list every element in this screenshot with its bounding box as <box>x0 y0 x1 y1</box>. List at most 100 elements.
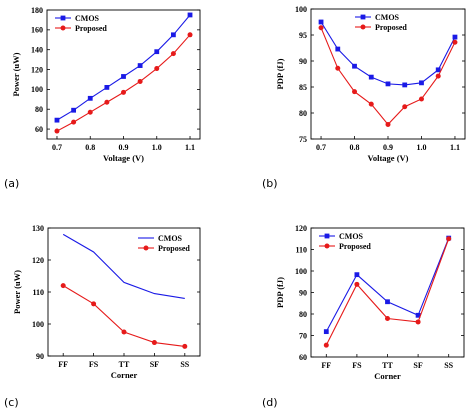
y-tick-label: 160 <box>31 26 43 35</box>
x-tick-label: 0.9 <box>119 143 129 152</box>
chart-panel-c: 90 100 110 120 130 FF FS TT SF SS Corner Power (uW)… <box>4 224 201 409</box>
legend-marker <box>360 14 366 20</box>
legend-marker <box>360 24 366 30</box>
legend-label: CMOS <box>158 234 183 243</box>
data-point-cmos <box>87 95 93 101</box>
data-point-proposed <box>335 65 341 71</box>
legend-marker <box>324 243 330 249</box>
x-tick-label: SF <box>413 361 422 370</box>
legend-label: CMOS <box>339 232 364 241</box>
data-point-cmos <box>137 63 143 68</box>
panel-label: (c) <box>4 396 19 409</box>
x-tick-label: FS <box>352 361 362 370</box>
legend-label: Proposed <box>75 24 107 33</box>
y-tick-label: 80 <box>299 109 307 118</box>
x-tick-label: 0.9 <box>383 143 393 152</box>
x-tick-label: 1.0 <box>152 143 162 152</box>
data-point-cmos <box>385 299 390 305</box>
y-tick-label: 100 <box>295 5 307 14</box>
data-point-proposed <box>435 73 441 79</box>
chart-panel-a: 60 80 100 120 140 160 180 0.7 0.8 0.9 1.0 1.1 Voltag… <box>4 6 201 190</box>
series-line-proposed <box>325 238 450 346</box>
panel-label: (d) <box>262 396 278 409</box>
y-tick-label: 110 <box>32 288 44 297</box>
y-axis-label: Power (uW) <box>11 52 21 96</box>
data-point-cmos <box>452 34 458 40</box>
y-tick-label: 85 <box>299 83 307 92</box>
x-tick-label: 0.8 <box>350 143 360 152</box>
chart-panel-b: 75 80 85 90 95 100 0.7 0.8 0.9 1.0 1.1 Voltage (V) P… <box>262 5 466 190</box>
y-axis-label: PDP (fJ) <box>275 58 285 89</box>
x-axis-label: Corner <box>111 370 138 380</box>
series-line-proposed <box>320 27 456 126</box>
data-point-proposed <box>151 340 157 346</box>
data-point-proposed <box>318 25 324 31</box>
data-point-proposed <box>452 39 458 45</box>
legend-marker <box>60 15 66 21</box>
data-point-proposed <box>170 51 176 57</box>
legend-marker <box>60 25 66 31</box>
x-tick-label: 0.7 <box>52 143 62 152</box>
data-point-cmos <box>419 80 424 86</box>
legend-label: CMOS <box>75 14 100 23</box>
data-point-proposed <box>104 99 110 105</box>
x-tick-label: FF <box>58 360 68 369</box>
data-point-cmos <box>415 312 421 318</box>
y-tick-label: 80 <box>35 105 43 114</box>
y-tick-label: 100 <box>31 85 43 94</box>
data-point-cmos <box>121 74 126 79</box>
data-point-proposed <box>415 319 421 325</box>
y-axis-label: PDP (fJ) <box>275 277 285 308</box>
data-point-proposed <box>446 236 452 242</box>
x-tick-label: FF <box>321 361 331 370</box>
y-tick-label: 120 <box>31 65 43 74</box>
x-tick-label: 0.8 <box>85 143 95 152</box>
data-point-proposed <box>91 301 97 307</box>
data-point-cmos <box>318 19 324 25</box>
series-line-proposed <box>62 285 185 347</box>
series-line-proposed <box>56 34 191 132</box>
plot-frame <box>310 227 465 358</box>
panel-label: (a) <box>4 177 19 190</box>
legend-marker <box>143 245 149 251</box>
data-point-proposed <box>323 342 329 348</box>
data-point-cmos <box>385 81 391 87</box>
x-tick-label: 1.1 <box>185 143 195 152</box>
data-point-proposed <box>137 78 143 84</box>
y-tick-label: 180 <box>31 6 43 15</box>
legend-label: CMOS <box>375 13 400 22</box>
y-tick-label: 60 <box>299 353 307 362</box>
data-point-cmos <box>354 272 360 278</box>
data-point-cmos <box>435 67 441 73</box>
x-tick-label: FS <box>89 360 99 369</box>
y-tick-label: 60 <box>35 125 43 134</box>
y-tick-label: 130 <box>32 224 44 233</box>
series-line-cmos <box>62 233 185 299</box>
data-point-cmos <box>368 74 374 80</box>
data-point-proposed <box>385 316 390 322</box>
data-point-cmos <box>71 107 77 113</box>
data-point-proposed <box>121 329 127 335</box>
y-tick-label: 80 <box>299 310 307 319</box>
data-point-cmos <box>170 32 176 38</box>
data-point-proposed <box>402 104 408 110</box>
legend-label: Proposed <box>339 242 371 251</box>
y-tick-label: 90 <box>36 352 44 361</box>
data-point-cmos <box>104 85 110 90</box>
data-point-proposed <box>385 121 391 127</box>
data-point-proposed <box>368 101 374 107</box>
x-tick-label: SS <box>180 360 189 369</box>
data-point-proposed <box>87 109 93 115</box>
data-point-cmos <box>154 49 160 55</box>
legend-label: Proposed <box>375 23 407 32</box>
y-tick-label: 140 <box>31 45 43 54</box>
x-tick-label: TT <box>119 360 130 369</box>
x-tick-label: TT <box>382 361 393 370</box>
y-tick-label: 120 <box>32 256 44 265</box>
data-point-cmos <box>54 117 60 123</box>
y-tick-label: 120 <box>295 224 307 233</box>
